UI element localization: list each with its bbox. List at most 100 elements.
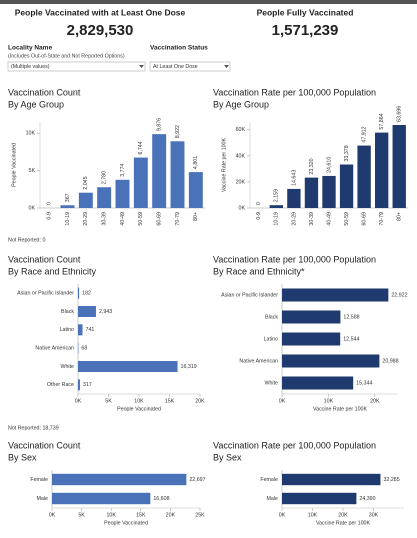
x-tick-label: 0K <box>279 512 286 518</box>
value-label: 182 <box>82 291 91 297</box>
dropdown-box[interactable] <box>149 61 231 72</box>
value-label: 16,608 <box>153 496 169 502</box>
x-tick-label: 40-49 <box>326 212 332 226</box>
bar <box>374 132 389 208</box>
x-tick-label: 70-79 <box>379 212 385 226</box>
value-label: 741 <box>86 327 95 333</box>
value-label: 32,285 <box>383 477 399 483</box>
bar <box>152 134 167 208</box>
y-tick-label: Latino <box>264 336 278 342</box>
x-tick-label: 60-69 <box>362 212 368 226</box>
value-label: 68 <box>81 346 87 352</box>
y-tick-label: Latino <box>60 327 74 333</box>
value-label: 20,988 <box>382 358 398 364</box>
x-tick-label: 30-39 <box>102 212 108 226</box>
chart-title: Vaccination Count <box>8 440 81 450</box>
value-label: 8,922 <box>175 125 181 138</box>
bar <box>78 379 80 391</box>
value-label: 317 <box>83 382 92 388</box>
value-label: 12,544 <box>343 336 359 342</box>
y-tick-label: Black <box>61 309 74 315</box>
value-label: 2,159 <box>274 189 280 202</box>
filter-dropdown[interactable]: (Multiple values) <box>7 61 146 72</box>
x-tick-label: 25K <box>195 512 205 518</box>
chart-subtitle: By Age Group <box>213 99 269 109</box>
bar <box>78 306 96 317</box>
x-tick-label: 60-69 <box>157 212 163 226</box>
x-tick-label: 50-59 <box>344 212 350 226</box>
note: Not Reported: 18,739 <box>8 425 59 431</box>
y-tick-label: Native American <box>239 358 278 364</box>
x-tick-label: 0K <box>279 398 286 404</box>
bar <box>282 354 380 368</box>
x-tick-label: 30K <box>369 512 379 518</box>
bar <box>339 164 354 208</box>
value-label: 367 <box>65 193 71 202</box>
value-label: 22,697 <box>189 477 205 483</box>
bar <box>78 361 178 372</box>
y-tick-label: Asian or Pacific Islander <box>17 291 74 297</box>
x-tick-label: 40-49 <box>120 212 126 226</box>
bar <box>282 332 341 346</box>
filter-dropdown[interactable]: At Least One Dose <box>149 61 231 72</box>
value-label: 63,696 <box>397 106 403 122</box>
y-tick-label: Female <box>260 477 278 483</box>
chart-subtitle: By Race and Ethnicity* <box>213 266 305 276</box>
chart-subtitle: By Age Group <box>8 99 64 109</box>
dropdown-arrow[interactable] <box>224 65 229 68</box>
x-tick-label: 10K <box>106 512 116 518</box>
kpi-value: 1,571,239 <box>272 22 339 39</box>
dropdown-value[interactable]: At Least One Dose <box>153 64 198 70</box>
dropdown-box[interactable] <box>7 61 146 72</box>
y-tick-label: 20K <box>236 179 246 185</box>
x-tick-label: 10K <box>324 398 334 404</box>
x-tick-label: 15K <box>165 398 175 404</box>
chart-subtitle: By Sex <box>8 452 37 462</box>
chart-title: Vaccination Rate per 100,000 Population <box>213 254 376 264</box>
y-axis-label: Vaccine Rate per 100K <box>221 137 227 192</box>
x-tick-label: 80+ <box>193 212 199 221</box>
bar <box>60 205 75 208</box>
y-tick-label: 5K <box>29 168 36 174</box>
bar <box>322 175 336 208</box>
x-axis-label: Vaccine Rate per 100K <box>313 406 368 412</box>
value-label: 23,320 <box>309 158 315 174</box>
dropdown-arrow[interactable] <box>139 65 144 68</box>
bar <box>282 310 341 324</box>
value-label: 33,378 <box>344 145 350 161</box>
bar <box>115 179 130 208</box>
bar <box>269 205 284 208</box>
bar <box>52 473 187 486</box>
y-tick-label: Native American <box>35 346 74 352</box>
bar <box>52 492 151 505</box>
y-tick-label: 10K <box>26 131 36 137</box>
x-tick-label: 80+ <box>397 212 403 221</box>
filter-sublabel: (Includes Out-of-State and Not Reported … <box>8 53 125 59</box>
bar <box>133 157 148 208</box>
value-label: 22,922 <box>391 292 407 298</box>
kpi-label: People Vaccinated with at Least One Dose <box>15 7 186 17</box>
x-tick-label: 20-29 <box>83 212 89 226</box>
x-tick-label: 20K <box>338 512 348 518</box>
x-tick-label: 15K <box>136 512 146 518</box>
y-tick-label: Male <box>267 496 279 502</box>
y-tick-label: White <box>60 364 74 370</box>
value-label: 15,344 <box>356 380 372 386</box>
value-label: 4,801 <box>193 156 199 169</box>
value-label: 24,390 <box>359 496 375 502</box>
y-tick-label: Black <box>265 314 278 320</box>
y-tick-label: 0K <box>239 205 246 211</box>
x-tick-label: 20K <box>195 398 205 404</box>
x-tick-label: 20-29 <box>291 212 297 226</box>
dropdown-value[interactable]: (Multiple values) <box>11 64 50 70</box>
x-axis-label: People Vaccinated <box>117 406 161 412</box>
x-tick-label: 0-9 <box>47 212 53 220</box>
y-tick-label: Female <box>30 477 48 483</box>
kpi-label: People Fully Vaccinated <box>257 7 354 17</box>
bar <box>282 288 389 302</box>
bar <box>304 177 319 208</box>
x-tick-label: 10-19 <box>65 212 71 226</box>
x-tick-label: 20K <box>166 512 176 518</box>
x-tick-label: 0K <box>75 398 82 404</box>
